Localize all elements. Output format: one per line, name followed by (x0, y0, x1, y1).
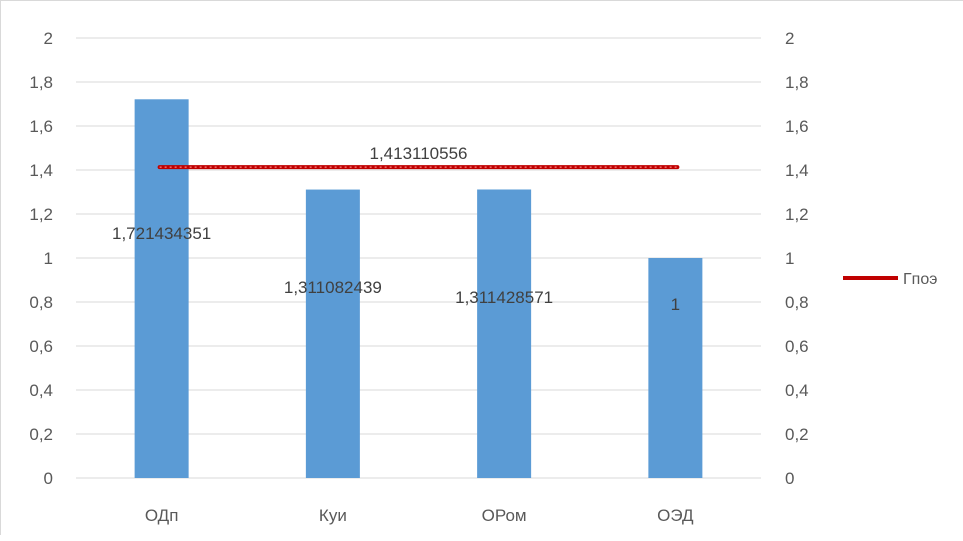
y2-tick-label: 1,8 (785, 73, 809, 92)
bar-data-label: 1,721434351 (112, 224, 211, 243)
y-tick-label: 0 (44, 469, 53, 488)
y2-tick-label: 1,6 (785, 117, 809, 136)
bar (305, 189, 360, 478)
y2-tick-label: 0 (785, 469, 794, 488)
y-tick-label: 0,4 (29, 381, 53, 400)
category-label: ОЭД (657, 506, 694, 525)
category-label: ОРом (482, 506, 527, 525)
bar-data-label: 1,311082439 (284, 278, 382, 297)
category-label: ОДп (145, 506, 179, 525)
y-tick-label: 0,2 (29, 425, 53, 444)
gridlines (76, 37, 761, 479)
y-axis-right: 0 0,2 0,4 0,6 0,8 1 1,2 1,4 1,6 1,8 2 (785, 29, 809, 488)
y-tick-label: 0,8 (29, 293, 53, 312)
y-tick-label: 1,2 (29, 205, 53, 224)
legend: Гпоэ (843, 271, 937, 288)
y-tick-label: 1 (44, 249, 53, 268)
line-data-label: 1,413110556 (369, 144, 467, 163)
y2-tick-label: 0,8 (785, 293, 809, 312)
bar (477, 189, 532, 478)
bar-data-label: 1 (671, 295, 680, 314)
bar (648, 258, 703, 478)
y-tick-label: 1,6 (29, 117, 53, 136)
x-axis-categories: ОДп Куи ОРом ОЭД (145, 506, 694, 525)
legend-label: Гпоэ (903, 271, 937, 288)
y2-tick-label: 0,6 (785, 337, 809, 356)
bar (134, 99, 189, 479)
category-label: Куи (319, 506, 347, 525)
bar-series (134, 99, 703, 479)
y2-tick-label: 2 (785, 29, 794, 48)
y-tick-label: 2 (44, 29, 53, 48)
data-labels: 1,721434351 1,311082439 1,311428571 1 1,4131… (112, 144, 680, 314)
y-tick-label: 1,4 (29, 161, 53, 180)
y2-tick-label: 0,2 (785, 425, 809, 444)
bar-data-label: 1,311428571 (455, 288, 553, 307)
y-axis-left: 0 0,2 0,4 0,6 0,8 1 1,2 1,4 1,6 1,8 2 (29, 29, 53, 488)
y-tick-label: 1,8 (29, 73, 53, 92)
y2-tick-label: 1 (785, 249, 794, 268)
y2-tick-label: 0,4 (785, 381, 809, 400)
y2-tick-label: 1,2 (785, 205, 809, 224)
y-tick-label: 0,6 (29, 337, 53, 356)
y2-tick-label: 1,4 (785, 161, 809, 180)
